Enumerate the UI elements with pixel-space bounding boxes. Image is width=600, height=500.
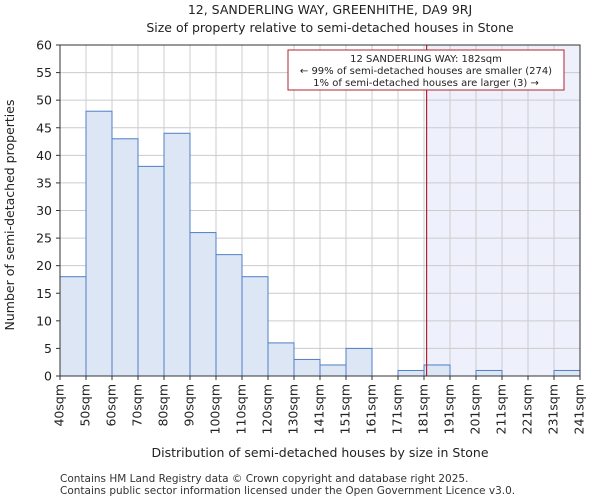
y-axis-label: Number of semi-detached properties xyxy=(2,100,17,331)
histogram-bar xyxy=(423,364,451,377)
histogram-bar xyxy=(267,342,295,377)
histogram-bar xyxy=(397,369,425,377)
annotation-box: 12 SANDERLING WAY: 182sqm ← 99% of semi-… xyxy=(287,49,565,91)
histogram-bar xyxy=(111,138,139,377)
x-tick-label: 171sqm xyxy=(390,384,405,434)
x-tick-label: 151sqm xyxy=(338,384,353,434)
x-tick-label: 50sqm xyxy=(78,384,93,427)
y-tick-label: 25 xyxy=(36,231,52,246)
histogram-bar xyxy=(475,369,503,377)
y-tick-label: 35 xyxy=(36,175,52,190)
y-tick-label: 0 xyxy=(44,369,52,384)
y-tick-label: 10 xyxy=(36,313,52,328)
histogram-bar xyxy=(59,276,87,377)
x-tick-label: 90sqm xyxy=(182,384,197,427)
x-tick-label: 70sqm xyxy=(130,384,145,427)
chart-title: 12, SANDERLING WAY, GREENHITHE, DA9 9RJ xyxy=(188,2,472,17)
x-tick-label: 110sqm xyxy=(234,384,249,434)
y-tick-label: 55 xyxy=(36,65,52,80)
histogram-bar xyxy=(319,364,347,377)
y-tick-label: 45 xyxy=(36,120,52,135)
y-tick-label: 5 xyxy=(44,341,52,356)
annotation-line-2: ← 99% of semi-detached houses are smalle… xyxy=(300,66,552,77)
histogram-bar xyxy=(241,276,269,377)
x-tick-label: 191sqm xyxy=(442,384,457,434)
histogram-bar xyxy=(553,369,581,377)
x-tick-label: 201sqm xyxy=(468,384,483,434)
histogram-bar xyxy=(345,347,373,377)
chart-subtitle: Size of property relative to semi-detach… xyxy=(146,20,514,35)
x-tick-label: 211sqm xyxy=(494,384,509,434)
histogram-bar xyxy=(293,358,321,377)
x-tick-label: 231sqm xyxy=(546,384,561,434)
x-tick-label: 241sqm xyxy=(572,384,587,434)
annotation-box-frame xyxy=(287,49,565,91)
x-tick-label: 120sqm xyxy=(260,384,275,434)
x-tick-label: 181sqm xyxy=(416,384,431,434)
y-tick-label: 20 xyxy=(36,258,52,273)
y-tick-label: 30 xyxy=(36,203,52,218)
x-tick-label: 141sqm xyxy=(312,384,327,434)
annotation-line-1: 12 SANDERLING WAY: 182sqm xyxy=(350,54,502,65)
annotation-line-3: 1% of semi-detached houses are larger (3… xyxy=(313,78,539,89)
x-tick-label: 130sqm xyxy=(286,384,301,434)
histogram-bar xyxy=(163,132,191,377)
x-axis-label: Distribution of semi-detached houses by … xyxy=(151,445,488,460)
x-tick-label: 221sqm xyxy=(520,384,535,434)
histogram-bar xyxy=(215,254,243,377)
y-tick-label: 15 xyxy=(36,286,52,301)
footer-copyright: Contains HM Land Registry data © Crown c… xyxy=(60,473,469,485)
x-tick-label: 161sqm xyxy=(364,384,379,434)
x-tick-label: 60sqm xyxy=(104,384,119,427)
x-tick-label: 100sqm xyxy=(208,384,223,434)
histogram-bar xyxy=(137,165,165,377)
histogram-bar xyxy=(189,232,217,377)
x-tick-label: 40sqm xyxy=(52,384,67,427)
y-tick-label: 60 xyxy=(36,38,52,53)
footer-licence: Contains public sector information licen… xyxy=(60,485,516,497)
y-tick-label: 50 xyxy=(36,93,52,108)
histogram-bar xyxy=(85,110,113,377)
x-tick-label: 80sqm xyxy=(156,384,171,427)
y-tick-label: 40 xyxy=(36,148,52,163)
